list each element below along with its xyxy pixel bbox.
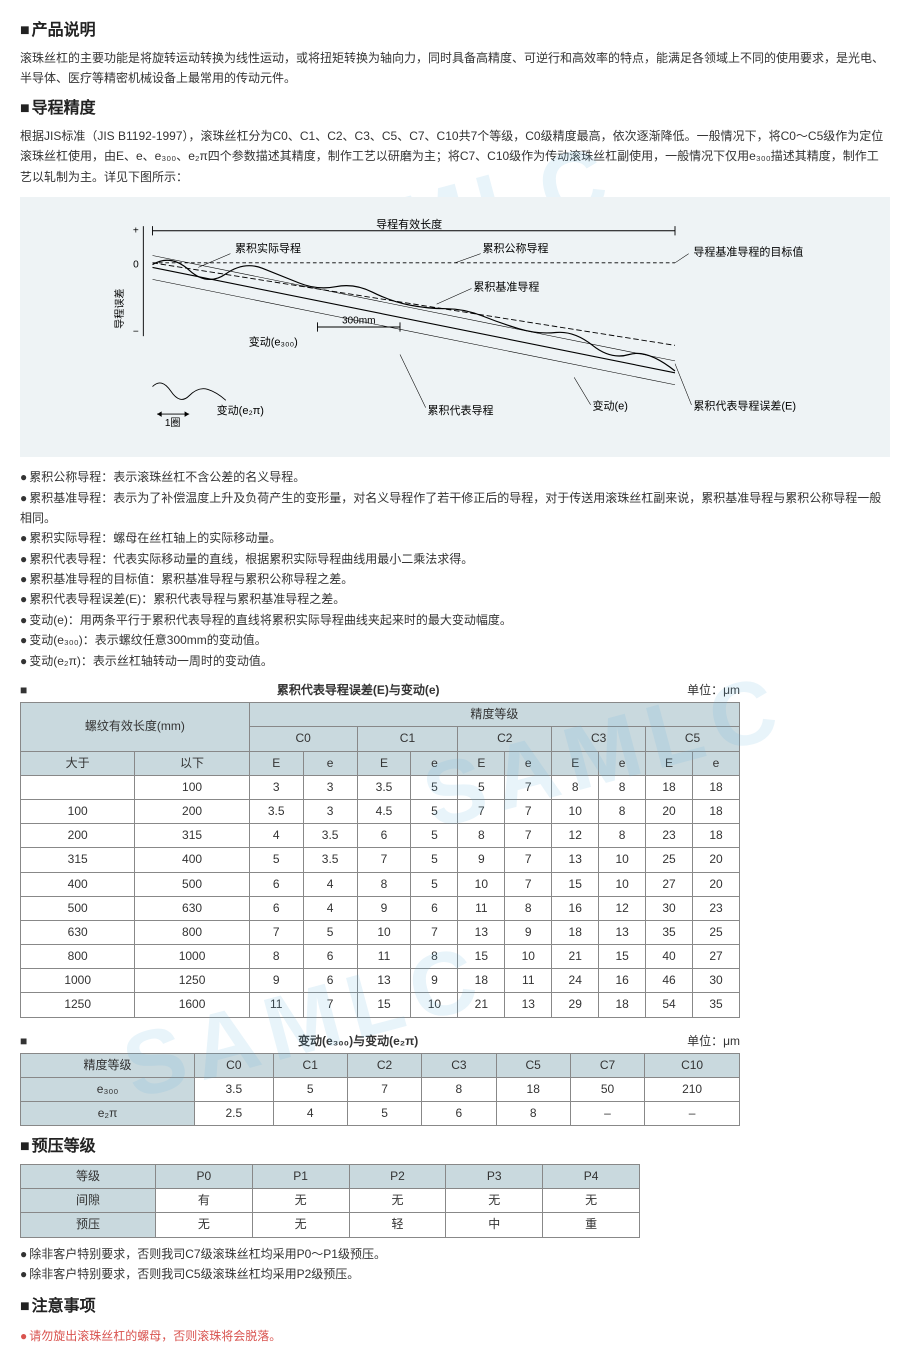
table2: 精度等级C0C1C2C3C5C7C10e₃₀₀3.55781850210e₂π2…: [20, 1053, 740, 1127]
svg-text:1圈: 1圈: [165, 417, 181, 429]
definition-item: 累积实际导程：螺母在丝杠轴上的实际移动量。: [20, 528, 890, 548]
svg-text:累积基准导程: 累积基准导程: [473, 280, 539, 293]
preload-note-item: 除非客户特别要求，否则我司C5级滚珠丝杠均采用P2级预压。: [20, 1264, 890, 1284]
svg-text:累积公称导程: 累积公称导程: [483, 241, 549, 255]
table2-title: 变动(e₃₀₀)与变动(e₂π)单位：μm: [20, 1032, 740, 1051]
preload-notes: 除非客户特别要求，否则我司C7级滚珠丝杠均采用P0～P1级预压。除非客户特别要求…: [20, 1244, 890, 1285]
definition-item: 累积代表导程：代表实际移动量的直线，根据累积实际导程曲线用最小二乘法求得。: [20, 549, 890, 569]
svg-text:变动(e): 变动(e): [593, 399, 628, 413]
definitions-list: 累积公称导程：表示滚珠丝杠不含公差的名义导程。累积基准导程：表示为了补偿温度上升…: [20, 467, 890, 671]
svg-text:300mm: 300mm: [342, 315, 376, 326]
definition-item: 累积代表导程误差(E)：累积代表导程与累积基准导程之差。: [20, 589, 890, 609]
section-title-preload: 预压等级: [20, 1134, 890, 1160]
section-title-product: 产品说明: [20, 18, 890, 44]
caution-item: 请勿旋出滚珠丝杠的螺母，否则滚珠将会脱落。: [20, 1326, 890, 1346]
product-description: 滚珠丝杠的主要功能是将旋转运动转换为线性运动，或将扭矩转换为轴向力，同时具备高精…: [20, 48, 890, 89]
svg-text:累积代表导程: 累积代表导程: [428, 403, 494, 417]
section-title-caution: 注意事项: [20, 1294, 890, 1320]
svg-text:导程基准导程的目标值: 导程基准导程的目标值: [693, 245, 803, 259]
svg-text:累积代表导程误差(E): 累积代表导程误差(E): [693, 399, 796, 413]
definition-item: 变动(e₂π)：表示丝杠轴转动一周时的变动值。: [20, 651, 890, 671]
svg-text:−: −: [133, 326, 139, 337]
svg-text:变动(e₃₀₀): 变动(e₃₀₀): [249, 334, 298, 348]
table3: 等级P0P1P2P3P4间隙有无无无无预压无无轻中重: [20, 1164, 640, 1238]
definition-item: 累积基准导程的目标值：累积基准导程与累积公称导程之差。: [20, 569, 890, 589]
preload-note-item: 除非客户特别要求，否则我司C7级滚珠丝杠均采用P0～P1级预压。: [20, 1244, 890, 1264]
svg-text:导程误差: 导程误差: [113, 289, 126, 329]
table1: 螺纹有效长度(mm)精度等级C0C1C2C3C5大于以下EeEeEeEeEe10…: [20, 702, 740, 1017]
section-title-lead-accuracy: 导程精度: [20, 96, 890, 122]
definition-item: 变动(e₃₀₀)：表示螺纹任意300mm的变动值。: [20, 630, 890, 650]
lead-diagram: + 0 − 导程误差 导程有效长度 累积实际导程 累积公称导程 导程基准导程的目…: [20, 197, 890, 457]
definition-item: 累积基准导程：表示为了补偿温度上升及负荷产生的变形量，对名义导程作了若干修正后的…: [20, 488, 890, 529]
svg-text:0: 0: [133, 260, 139, 271]
svg-text:累积实际导程: 累积实际导程: [235, 241, 301, 255]
definition-item: 变动(e)：用两条平行于累积代表导程的直线将累积实际导程曲线夹起来时的最大变动幅…: [20, 610, 890, 630]
svg-text:变动(e₂π): 变动(e₂π): [217, 403, 264, 417]
caution-notes: 请勿旋出滚珠丝杠的螺母，否则滚珠将会脱落。: [20, 1326, 890, 1346]
lead-accuracy-description: 根据JIS标准（JIS B1192-1997），滚珠丝杠分为C0、C1、C2、C…: [20, 126, 890, 187]
svg-text:导程有效长度: 导程有效长度: [376, 217, 442, 231]
table1-title: 累积代表导程误差(E)与变动(e)单位：μm: [20, 681, 740, 700]
svg-text:+: +: [133, 226, 139, 237]
definition-item: 累积公称导程：表示滚珠丝杠不含公差的名义导程。: [20, 467, 890, 487]
